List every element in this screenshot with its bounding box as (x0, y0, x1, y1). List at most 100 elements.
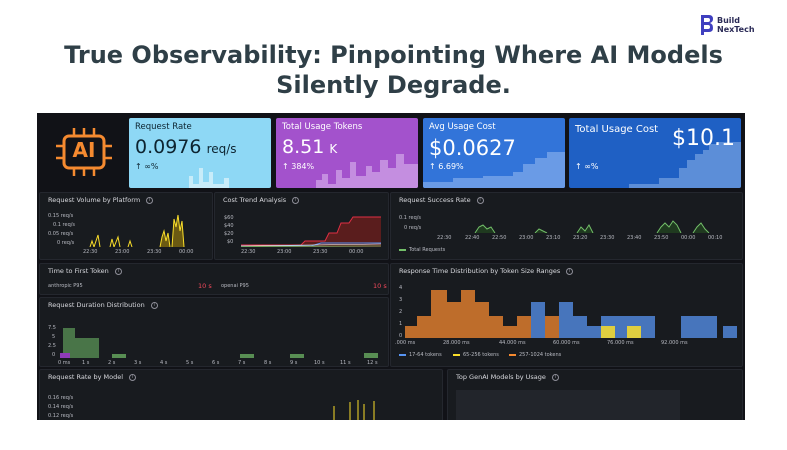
x-tick: 23:30 (313, 249, 328, 255)
panel-request-volume[interactable]: Request Volume by Platform i 0.15 req/s 0… (39, 192, 213, 260)
info-icon[interactable]: i (292, 196, 300, 204)
x-tick: 92.000 ms (661, 340, 688, 346)
x-tick: 12 s (367, 360, 378, 366)
ttft-row-value: 10 s (373, 282, 387, 290)
x-tick: 8 s (264, 360, 272, 366)
stat-request-rate[interactable]: Request Rate 0.0976 req/s ↑ ∞% (129, 118, 271, 188)
cost-chart (241, 216, 381, 247)
y-tick: 7.5 (48, 325, 56, 331)
legend-swatch (509, 353, 516, 356)
stat-label: Avg Usage Cost (429, 122, 496, 132)
ai-logo-panel: AI (43, 118, 123, 188)
ttft-row-name: openai P95 (221, 283, 249, 289)
headline: True Observability: Pinpointing Where AI… (0, 40, 787, 100)
x-tick: 6 s (212, 360, 220, 366)
info-icon[interactable]: i (476, 196, 484, 204)
stat-label: Request Rate (135, 122, 192, 132)
y-tick: 0.1 req/s (399, 215, 422, 221)
rate-by-model-chart (333, 400, 375, 420)
panel-title-text: Request Success Rate (399, 196, 471, 204)
grafana-dashboard: AI Request Rate 0.0976 req/s ↑ ∞% Total … (37, 113, 745, 420)
y-tick: 2 (399, 309, 403, 315)
panel-cost-trend[interactable]: Cost Trend Analysis i $60 $40 $20 $0 22:3… (214, 192, 389, 260)
x-tick: 23:00 (519, 235, 534, 241)
x-tick: 60.000 ms (553, 340, 580, 346)
stat-delta: ↑ ∞% (575, 162, 599, 171)
x-tick: 5 s (186, 360, 194, 366)
info-icon[interactable]: i (146, 196, 154, 204)
x-tick: 22:50 (492, 235, 507, 241)
y-tick: 0.1 req/s (53, 222, 76, 228)
ttft-row-name: anthropic P95 (48, 283, 83, 289)
buildnextech-logo-icon (701, 15, 713, 35)
x-tick: 4 s (160, 360, 168, 366)
x-tick: 3 s (134, 360, 142, 366)
panel-title: Request Rate by Model i (48, 373, 136, 381)
panel-time-to-first-token[interactable]: Time to First Token i anthropic P95 10 s … (39, 263, 389, 295)
stat-value: 8.51 K (282, 136, 337, 158)
legend-label: Total Requests (409, 247, 446, 253)
panel-title: Request Volume by Platform i (48, 196, 154, 204)
x-tick: 23:00 (115, 249, 130, 255)
stat-unit: req/s (206, 142, 237, 156)
sparkline (276, 154, 418, 188)
y-tick: 0 req/s (404, 225, 422, 231)
stat-value: $0.0627 (429, 136, 516, 160)
volume-chart (89, 214, 185, 247)
stat-total-usage-tokens[interactable]: Total Usage Tokens 8.51 K ↑ 384% (276, 118, 418, 188)
x-tick: .000 ms (395, 340, 416, 346)
info-icon[interactable]: i (129, 373, 136, 381)
y-tick: $20 (224, 231, 234, 237)
headline-line-2: Silently Degrade. (276, 71, 511, 99)
x-tick: 23:00 (277, 249, 292, 255)
y-tick: 1 (399, 321, 403, 327)
x-tick: 00:00 (349, 249, 364, 255)
stat-number: $10.1 (672, 126, 735, 151)
panel-request-rate-by-model[interactable]: Request Rate by Model i 0.16 req/s 0.14 r… (39, 369, 443, 420)
stat-avg-usage-cost[interactable]: Avg Usage Cost $0.0627 ↑ 6.69% (423, 118, 565, 188)
x-tick: 76.000 ms (607, 340, 634, 346)
stat-number: 0.0976 (135, 136, 202, 158)
stat-value: 0.0976 req/s (135, 136, 237, 158)
stat-label: Total Usage Cost (575, 124, 659, 135)
headline-line-1: True Observability: Pinpointing Where AI… (64, 41, 723, 69)
stat-total-usage-cost[interactable]: Total Usage Cost $10.1 ↑ ∞% (569, 118, 741, 188)
panel-duration-distribution[interactable]: Request Duration Distribution i 7.5 5 2.5… (39, 297, 389, 367)
y-tick: 0 req/s (57, 240, 75, 246)
x-tick: 23:50 (654, 235, 669, 241)
stat-delta: ↑ 6.69% (429, 162, 464, 171)
brand-line-2: NexTech (717, 25, 755, 34)
legend-swatch (453, 353, 460, 356)
y-tick: $40 (224, 223, 234, 229)
stat-delta: ↑ 384% (282, 162, 315, 171)
stat-number: 8.51 (282, 136, 325, 158)
panel-title-text: Response Time Distribution by Token Size… (399, 267, 561, 275)
x-tick: 23:30 (147, 249, 162, 255)
legend-swatch (399, 248, 406, 251)
y-tick: 0.05 req/s (48, 231, 74, 237)
ai-logo-text: AI (72, 138, 96, 162)
x-tick: 44.000 ms (499, 340, 526, 346)
y-tick: 5 (52, 334, 56, 340)
legend-item[interactable]: Total Requests (399, 247, 445, 253)
info-icon[interactable]: i (551, 373, 559, 381)
panel-success-rate[interactable]: Request Success Rate i 0.1 req/s 0 req/s … (390, 192, 743, 260)
y-tick: 2.5 (48, 343, 56, 349)
panel-title-text: Time to First Token (48, 267, 109, 275)
panel-top-genai-models[interactable]: Top GenAI Models by Usage i (447, 369, 743, 420)
x-tick: 22:40 (465, 235, 480, 241)
success-chart (474, 220, 710, 233)
info-icon[interactable]: i (114, 267, 122, 275)
y-tick: 0.16 req/s (48, 395, 74, 401)
info-icon[interactable]: i (150, 301, 158, 309)
panel-response-time-distribution[interactable]: Response Time Distribution by Token Size… (390, 263, 743, 367)
info-icon[interactable]: i (566, 267, 574, 275)
legend-item[interactable]: 17-64 tokens (399, 352, 442, 358)
legend-item[interactable]: 257-1024 tokens (509, 352, 561, 358)
y-tick: 3 (399, 297, 403, 303)
panel-title-text: Top GenAI Models by Usage (456, 373, 546, 381)
sparkline (569, 142, 741, 188)
legend-label: 17-64 tokens (409, 352, 442, 358)
legend-item[interactable]: 65-256 tokens (453, 352, 499, 358)
